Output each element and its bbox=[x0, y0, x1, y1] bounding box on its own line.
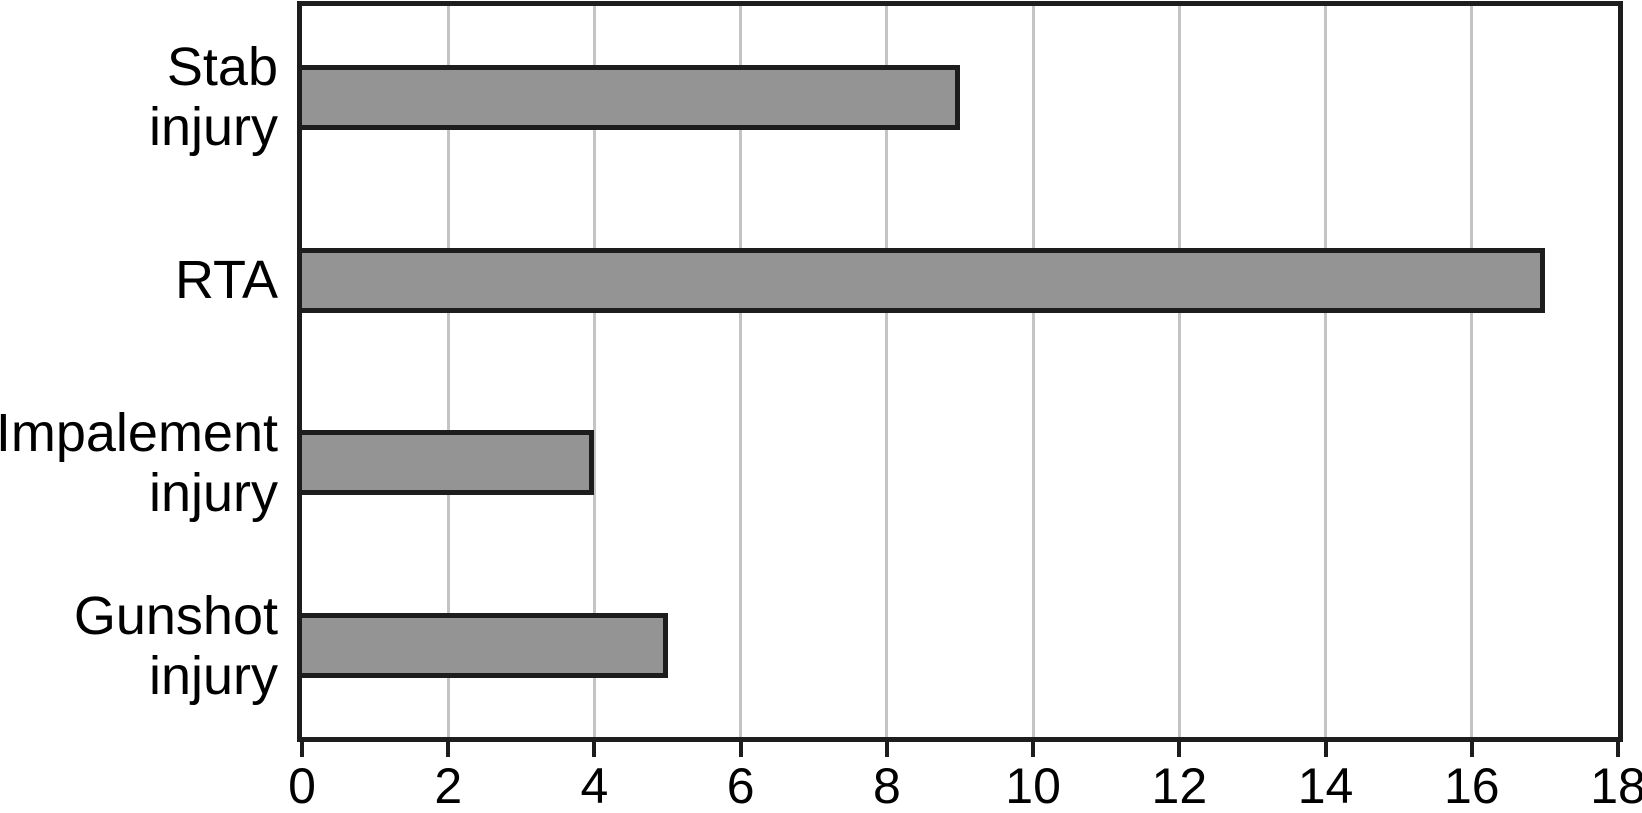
x-axis-tick-label: 12 bbox=[1151, 758, 1208, 813]
gridline bbox=[592, 6, 596, 737]
bar-3 bbox=[302, 613, 668, 679]
x-axis-tick bbox=[592, 742, 597, 757]
bar-1 bbox=[302, 247, 1545, 313]
gridline bbox=[1177, 6, 1181, 737]
x-axis-tick bbox=[1616, 742, 1620, 757]
x-axis-tick bbox=[1177, 742, 1182, 757]
gridline bbox=[1324, 6, 1328, 737]
x-axis-tick bbox=[446, 742, 451, 757]
gridline bbox=[446, 6, 450, 737]
y-axis-label-1: RTA bbox=[174, 250, 278, 311]
x-axis-tick-label: 6 bbox=[726, 758, 755, 813]
x-axis-tick-label: 0 bbox=[288, 758, 316, 813]
gridline bbox=[1031, 6, 1035, 737]
gridline bbox=[885, 6, 889, 737]
x-axis-tick bbox=[300, 742, 304, 757]
x-axis-tick bbox=[1031, 742, 1036, 757]
gridline bbox=[1470, 6, 1474, 737]
y-axis-label-3: Gunshot injury bbox=[73, 585, 278, 706]
bar-0 bbox=[302, 64, 960, 130]
x-axis-tick-label: 18 bbox=[1590, 758, 1642, 813]
y-axis-label-2: Impalement injury bbox=[0, 402, 278, 523]
gridline bbox=[739, 6, 743, 737]
x-axis-tick bbox=[738, 742, 743, 757]
x-axis-tick-label: 8 bbox=[872, 758, 901, 813]
x-axis-tick-label: 2 bbox=[434, 758, 463, 813]
x-axis-tick-label: 10 bbox=[1005, 758, 1061, 813]
x-axis-tick-label: 4 bbox=[580, 758, 609, 813]
bar-2 bbox=[302, 430, 595, 496]
x-axis-tick-label: 16 bbox=[1443, 758, 1500, 813]
plot-inner bbox=[302, 6, 1618, 737]
x-axis-tick bbox=[1469, 742, 1474, 757]
y-axis-label-0: Stab injury bbox=[148, 37, 278, 158]
x-axis-tick bbox=[1323, 742, 1328, 757]
plot-area bbox=[297, 1, 1623, 742]
x-axis-tick bbox=[884, 742, 889, 757]
x-axis-tick-label: 14 bbox=[1297, 758, 1354, 813]
